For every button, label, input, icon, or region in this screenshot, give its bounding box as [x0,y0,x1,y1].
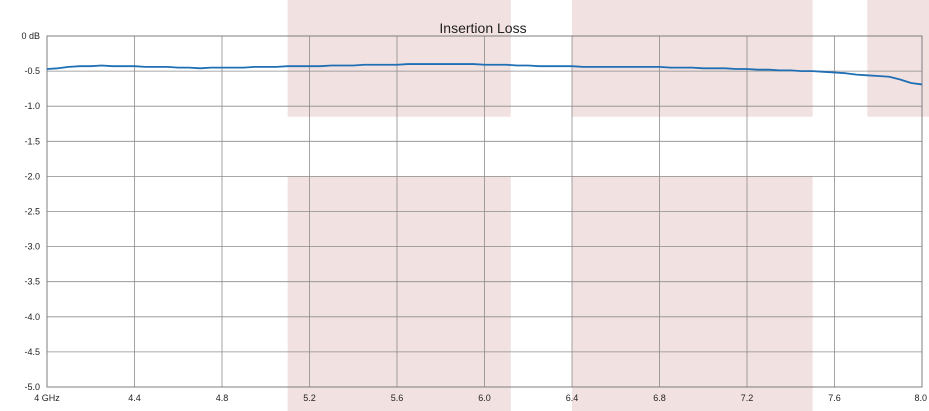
plot-frame [46,35,923,388]
y-tick-label: -3.5 [24,277,40,287]
y-tick-label: -4.0 [24,312,40,322]
x-tick-label: 8.0 [914,393,927,403]
x-tick-label: 6.0 [478,393,491,403]
y-tick-label: -2.0 [24,171,40,181]
y-tick-label: -1.0 [24,101,40,111]
x-tick-label: 6.4 [566,393,579,403]
chart-title: Insertion Loss [439,20,526,36]
x-tick-label: 5.2 [303,393,316,403]
y-tick-label: -1.5 [24,136,40,146]
x-tick-label: 7.2 [741,393,754,403]
x-tick-label: 4.4 [128,393,141,403]
x-tick-label: 6.8 [653,393,666,403]
y-tick-label: -3.0 [24,242,40,252]
spec-mask-2 [572,0,813,117]
y-tick-label: -4.5 [24,347,40,357]
series-line-0 [46,63,923,86]
spec-mask-3 [572,176,813,411]
y-tick-label: -2.5 [24,207,40,217]
x-tick-label: 4 GHz [34,393,60,403]
spec-mask-layer [287,0,929,411]
spec-mask-4 [867,0,929,117]
x-tick-label: 5.6 [391,393,404,403]
series-layer [46,63,923,86]
x-tick-label: 7.6 [828,393,841,403]
y-tick-label: -5.0 [24,382,40,392]
y-tick-label: -0.5 [24,66,40,76]
y-axis-ticks: 0 dB -0.5 -1.0 -1.5 -2.0 -2.5 -3.0 -3.5 -4.0 -4.5… [21,31,40,392]
spec-mask-1 [287,176,511,411]
x-tick-label: 4.8 [216,393,229,403]
x-axis-ticks: 4 GHz 4.4 4.8 5.2 5.6 6.0 6.4 6.8 7.2 7.6 8.0 [34,393,927,403]
y-tick-label: 0 dB [21,31,40,41]
spec-mask-0 [287,0,511,117]
